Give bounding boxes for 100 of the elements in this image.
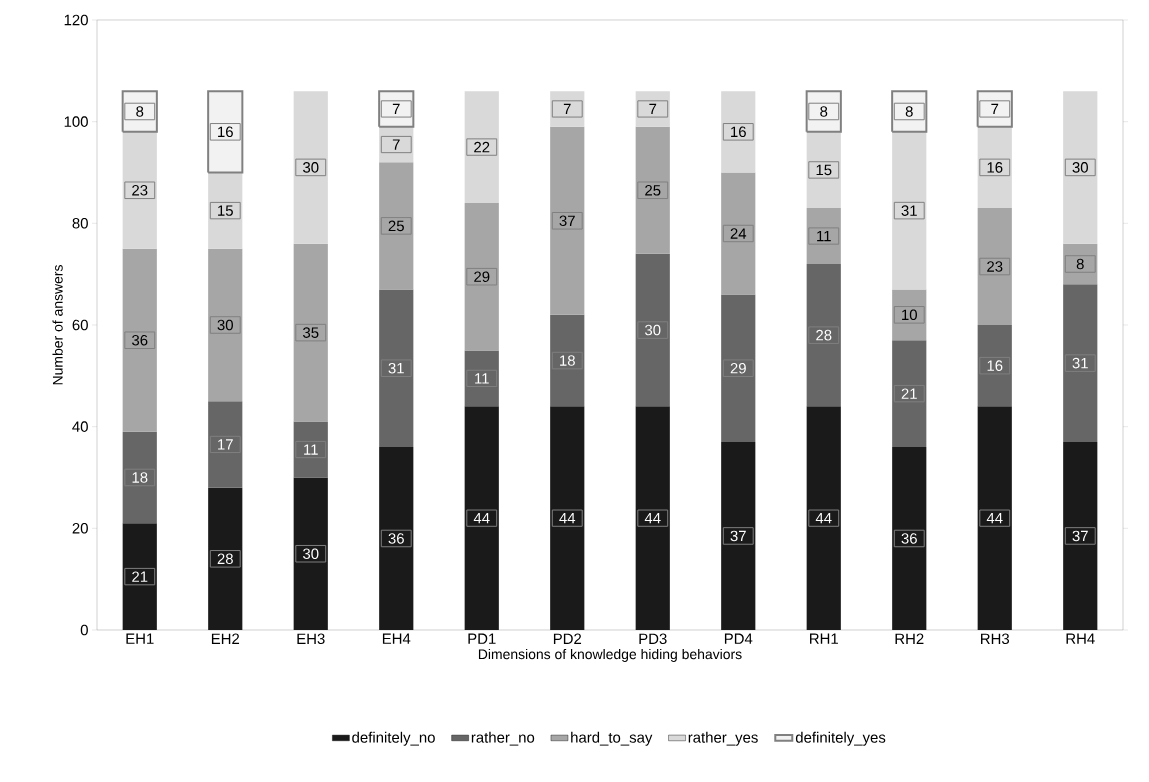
data-label: 16: [987, 360, 1003, 371]
data-label: 23: [987, 261, 1003, 272]
data-label: 37: [559, 215, 575, 227]
data-label: 35: [303, 327, 319, 338]
bar: [977, 208, 1012, 325]
y-axis-title: Number of answers: [52, 265, 63, 385]
data-label: 31: [901, 205, 917, 216]
bar: [635, 406, 670, 630]
data-label: 15: [816, 164, 832, 176]
bar: [464, 406, 499, 630]
data-label: 36: [388, 533, 404, 544]
data-label: 44: [473, 513, 490, 524]
bar: [293, 91, 328, 244]
legend-label: definitely_no: [352, 731, 435, 746]
y-tick-label: 120: [64, 14, 88, 26]
data-label: 44: [644, 513, 661, 524]
bar: [550, 406, 585, 630]
data-label: 37: [1072, 530, 1088, 542]
data-label: 30: [1072, 162, 1088, 173]
data-label: 30: [303, 548, 319, 560]
data-label: 21: [901, 388, 917, 399]
data-label: 23: [132, 184, 148, 196]
bar: [1063, 91, 1098, 244]
x-tick-label: EH1: [126, 633, 154, 644]
data-label: 16: [218, 126, 233, 138]
data-label: 8: [820, 106, 828, 117]
y-tick-label: 80: [72, 218, 88, 229]
x-tick-label: EH3: [297, 633, 325, 645]
data-label: 28: [217, 553, 233, 565]
x-tick-label: PD1: [468, 633, 496, 644]
x-tick-label: RH4: [1066, 633, 1095, 644]
bar: [721, 441, 756, 630]
y-tick-label: 40: [72, 421, 88, 432]
x-tick-label: RH2: [895, 633, 924, 644]
data-label: 36: [132, 334, 148, 346]
data-label: 7: [392, 139, 400, 150]
data-label: 7: [563, 103, 571, 115]
data-label: 37: [730, 530, 746, 542]
data-label: 30: [303, 162, 319, 173]
bar: [1063, 441, 1098, 630]
bar: [379, 289, 414, 447]
data-label: 31: [1072, 357, 1088, 369]
bar: [550, 126, 585, 315]
bar: [379, 446, 414, 630]
data-label: 30: [645, 324, 661, 336]
bar: [635, 126, 670, 254]
data-label: 24: [730, 228, 747, 239]
data-label: 18: [132, 472, 148, 483]
bar: [635, 253, 670, 407]
data-label: 29: [474, 271, 490, 282]
data-label: 11: [817, 230, 831, 242]
bar: [721, 172, 756, 295]
y-tick-label: 100: [64, 116, 88, 127]
bar: [806, 406, 841, 630]
data-label: 25: [388, 220, 404, 232]
x-tick-label: PD3: [639, 633, 667, 645]
data-label: 21: [132, 571, 148, 582]
legend-label: rather_no: [471, 731, 535, 746]
y-tick-label: 20: [72, 523, 88, 534]
bar: [293, 477, 328, 630]
data-label: 28: [816, 329, 832, 341]
bar: [208, 487, 243, 630]
bar: [122, 248, 157, 432]
x-tick-label: PD2: [553, 633, 582, 644]
bar: [806, 263, 841, 407]
data-label: 44: [986, 513, 1003, 524]
x-tick-label: RH1: [810, 633, 838, 644]
data-label: 11: [475, 373, 489, 384]
legend-label: rather_yes: [688, 731, 758, 746]
data-label: 44: [815, 513, 832, 524]
data-label: 11: [304, 444, 318, 455]
data-label: 25: [645, 184, 661, 196]
data-label: 36: [901, 533, 917, 544]
x-tick-label: RH3: [981, 633, 1010, 645]
y-tick-label: 60: [72, 319, 88, 331]
bar: [208, 248, 243, 402]
data-label: 15: [218, 205, 233, 216]
bar: [892, 131, 927, 290]
x-tick-label: EH4: [382, 633, 411, 644]
data-label: 31: [388, 362, 404, 374]
bar: [379, 162, 414, 290]
data-label: 7: [392, 103, 400, 115]
data-label: 18: [560, 355, 575, 366]
data-label: 8: [905, 106, 913, 117]
data-label: 7: [991, 103, 999, 115]
data-label: 16: [731, 126, 746, 138]
bar: [977, 406, 1012, 630]
data-label: 22: [474, 141, 490, 153]
data-label: 10: [902, 309, 917, 321]
x-axis-title: Dimensions of knowledge hiding behaviors: [478, 648, 742, 662]
y-tick-label: 0: [80, 624, 88, 636]
legend-label: hard_to_say: [571, 731, 653, 746]
data-label: 17: [218, 439, 233, 450]
bar: [293, 243, 328, 422]
data-label: 16: [987, 162, 1003, 173]
bar: [892, 446, 927, 630]
data-label: 30: [217, 319, 233, 331]
bar: [464, 202, 499, 351]
data-label: 8: [136, 106, 144, 117]
legend-label: definitely_yes: [795, 731, 886, 746]
